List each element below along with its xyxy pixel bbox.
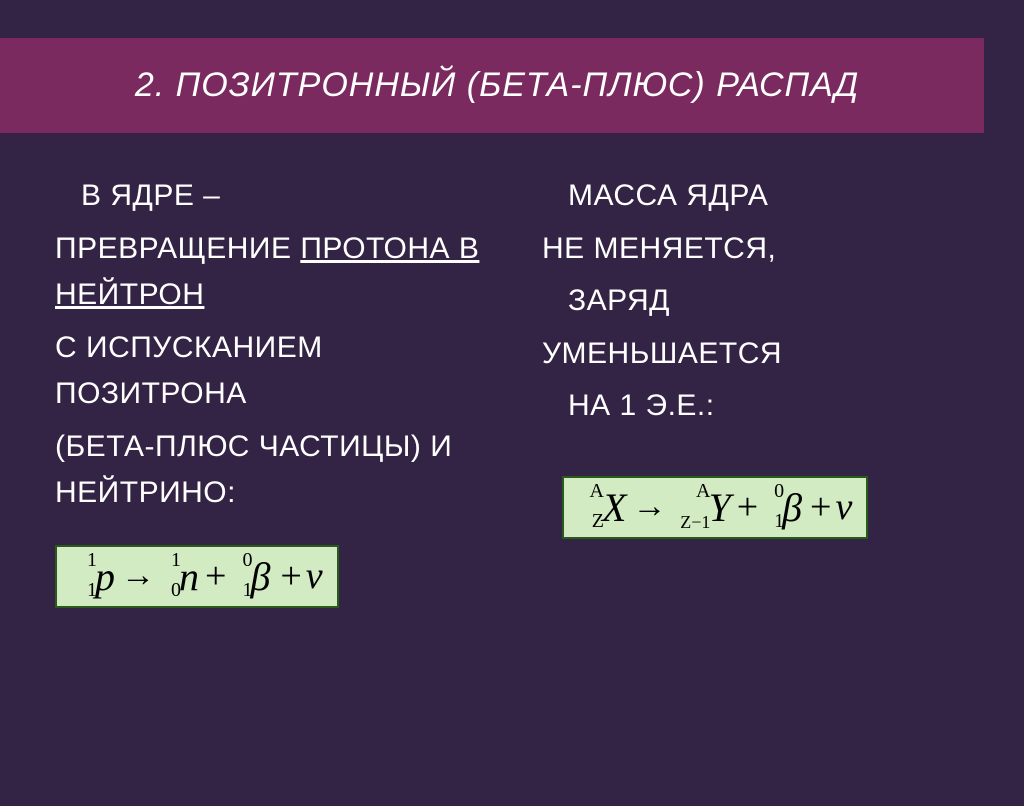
right-line-5: НА 1 Э.Е.: <box>542 383 969 430</box>
p-symbol: p <box>95 554 115 599</box>
p-mass: 1 <box>69 549 97 572</box>
beta-symbol-l: β <box>250 554 270 599</box>
right-line-4: УМЕНЬШАЕТСЯ <box>542 331 969 378</box>
left-line-2: ПРЕВРАЩЕНИЕ ПРОТОНА В НЕЙТРОН <box>55 226 482 319</box>
formula-right: A Z X → A Z−1 Y + 0 1 β + ν <box>562 476 868 539</box>
nuclide-y: A Z−1 Y <box>708 484 730 531</box>
left-line-3: С ИСПУСКАНИЕМ ПОЗИТРОНА <box>55 325 482 418</box>
left-column: В ЯДРЕ – ПРЕВРАЩЕНИЕ ПРОТОНА В НЕЙТРОН С… <box>55 173 482 608</box>
y-mass: A <box>670 480 710 503</box>
beta-charge-l: 1 <box>224 579 252 602</box>
plus-r2: + <box>810 485 831 529</box>
nuclide-n: 1 0 n <box>179 553 199 600</box>
nu-right: ν <box>835 485 852 529</box>
beta-mass-r: 0 <box>756 480 784 503</box>
x-symbol: X <box>602 485 626 530</box>
right-line-3: ЗАРЯД <box>542 278 969 325</box>
left-line-2a: ПРЕВРАЩЕНИЕ <box>55 232 300 265</box>
arrow-icon: → <box>121 557 155 595</box>
left-line-1: В ЯДРЕ – <box>55 173 482 220</box>
right-line-1: МАССА ЯДРА <box>542 173 969 220</box>
content-area: В ЯДРЕ – ПРЕВРАЩЕНИЕ ПРОТОНА В НЕЙТРОН С… <box>0 133 1024 608</box>
beta-symbol-r: β <box>782 485 802 530</box>
left-line-4: (БЕТА-ПЛЮС ЧАСТИЦЫ) И НЕЙТРИНО: <box>55 424 482 517</box>
equation-left: 1 1 p → 1 0 n + 0 1 β + ν <box>67 553 323 600</box>
beta-charge-r: 1 <box>756 510 784 533</box>
y-charge: Z−1 <box>670 512 710 533</box>
beta-mass-l: 0 <box>224 549 252 572</box>
right-line-2: НЕ МЕНЯЕТСЯ, <box>542 226 969 273</box>
right-column: МАССА ЯДРА НЕ МЕНЯЕТСЯ, ЗАРЯД УМЕНЬШАЕТС… <box>542 173 969 608</box>
n-symbol: n <box>179 554 199 599</box>
p-charge: 1 <box>69 579 97 602</box>
n-charge: 0 <box>153 579 181 602</box>
nuclide-beta-left: 0 1 β <box>250 553 270 600</box>
arrow-icon-r: → <box>632 488 666 526</box>
nu-left: ν <box>306 554 323 598</box>
nuclide-x: A Z X <box>602 484 626 531</box>
equation-right: A Z X → A Z−1 Y + 0 1 β + ν <box>574 484 852 531</box>
formula-left: 1 1 p → 1 0 n + 0 1 β + ν <box>55 545 339 608</box>
x-mass: A <box>576 480 604 503</box>
nuclide-beta-right: 0 1 β <box>782 484 802 531</box>
plus-2: + <box>280 554 301 598</box>
n-mass: 1 <box>153 549 181 572</box>
plus-1: + <box>205 554 226 598</box>
nuclide-p: 1 1 p <box>95 553 115 600</box>
slide-title: 2. ПОЗИТРОННЫЙ (БЕТА-ПЛЮС) РАСПАД <box>0 38 984 133</box>
plus-r1: + <box>737 485 758 529</box>
x-charge: Z <box>576 510 604 533</box>
y-symbol: Y <box>708 485 730 530</box>
